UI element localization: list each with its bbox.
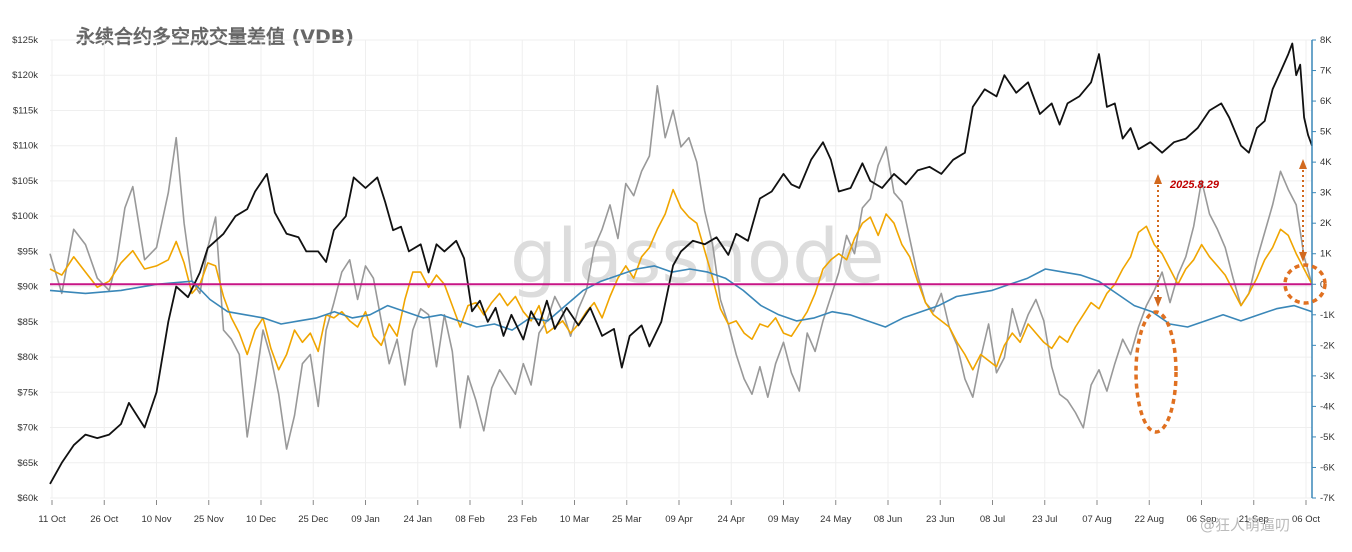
left-tick-label: $105k <box>12 176 38 187</box>
x-tick-label: 06 Sep <box>1186 514 1216 525</box>
right-tick-label: 6K <box>1320 96 1332 107</box>
x-tick-label: 25 Mar <box>612 514 642 525</box>
x-tick-label: 07 Aug <box>1082 514 1112 525</box>
x-tick-label: 23 Feb <box>507 514 537 525</box>
left-tick-label: $95k <box>17 246 38 257</box>
grid-lines <box>50 39 1312 499</box>
right-tick-label: -6K <box>1320 462 1335 473</box>
x-tick-label: 25 Nov <box>194 514 224 525</box>
left-tick-label: $85k <box>17 317 38 328</box>
x-tick-label: 09 May <box>768 514 799 525</box>
right-tick-label: 7K <box>1320 66 1332 77</box>
x-tick-label: 23 Jun <box>926 514 955 525</box>
x-axis: 11 Oct 26 Oct 10 Nov 25 Nov 10 Dec 25 Dec 09 J… <box>38 500 1320 525</box>
annotation-date: 2025.8.29 <box>1169 179 1220 191</box>
right-tick-label: -7K <box>1320 493 1335 504</box>
left-y-axis: $60k $65k $70k $75k $80k $85k $90k $95k $100k $10… <box>12 35 38 504</box>
right-tick-label: 0 <box>1320 279 1325 290</box>
price-line <box>49 42 1313 485</box>
left-tick-label: $100k <box>12 211 38 222</box>
chart-title: 永续合约多空成交量差值 (VDB) <box>76 26 354 48</box>
arrow-head-down-left <box>1154 297 1162 307</box>
right-tick-label: -5K <box>1320 432 1335 443</box>
left-tick-label: $115k <box>13 105 38 116</box>
right-tick-label: -3K <box>1320 371 1335 382</box>
x-tick-label: 09 Jan <box>351 514 380 525</box>
x-tick-label: 24 Jan <box>403 514 432 525</box>
left-tick-label: $125k <box>12 35 38 46</box>
x-tick-label: 24 Apr <box>718 514 745 525</box>
arrow-head-up-left <box>1154 174 1162 184</box>
left-tick-label: $75k <box>17 387 38 398</box>
right-tick-label: 4K <box>1320 157 1332 168</box>
highlight-ellipse-aug <box>1134 310 1178 434</box>
watermark: glassnode <box>510 214 885 300</box>
orange-vdb-line <box>49 188 1313 371</box>
x-tick-label: 22 Aug <box>1134 514 1164 525</box>
x-tick-label: 10 Dec <box>246 514 276 525</box>
blue-vdb-line <box>49 265 1313 331</box>
grey-vdb-line <box>49 85 1313 450</box>
x-tick-label: 08 Jun <box>874 514 903 525</box>
right-y-axis: -7K -6K -5K -4K -3K -2K -1K 0 1K 2K 3K 4K 5K 6K 7K 8K <box>1311 35 1335 504</box>
right-tick-label: -4K <box>1320 401 1335 412</box>
left-tick-label: $80k <box>17 352 38 363</box>
left-tick-label: $70k <box>17 423 38 434</box>
highlight-ellipse-oct <box>1283 263 1327 305</box>
arrow-head-up-right <box>1299 159 1307 169</box>
left-tick-label: $90k <box>17 282 38 293</box>
x-tick-label: 11 Oct <box>38 514 66 525</box>
series-group <box>49 42 1313 485</box>
x-tick-label: 08 Jul <box>980 514 1005 525</box>
right-tick-label: 1K <box>1320 249 1332 260</box>
left-tick-label: $110k <box>13 141 38 152</box>
x-tick-label: 26 Oct <box>90 514 118 525</box>
x-tick-label: 23 Jul <box>1032 514 1057 525</box>
arrow-head-down-right <box>1299 252 1307 262</box>
right-tick-label: 8K <box>1320 35 1332 46</box>
right-tick-label: -1K <box>1320 310 1335 321</box>
right-tick-label: 2K <box>1320 218 1332 229</box>
left-tick-label: $120k <box>12 70 38 81</box>
x-tick-label: 08 Feb <box>455 514 485 525</box>
right-tick-label: 5K <box>1320 127 1332 138</box>
right-tick-label: 3K <box>1320 188 1332 199</box>
right-tick-label: -2K <box>1320 340 1335 351</box>
left-tick-label: $65k <box>17 458 38 469</box>
x-tick-label: 06 Oct <box>1292 514 1320 525</box>
x-tick-label: 24 May <box>820 514 851 525</box>
left-tick-label: $60k <box>17 493 38 504</box>
x-tick-label: 10 Mar <box>560 514 590 525</box>
x-tick-label: 09 Apr <box>665 514 692 525</box>
x-tick-label: 21 Sep <box>1239 514 1269 525</box>
annotations: 2025.8.29 <box>1134 159 1327 434</box>
x-tick-label: 10 Nov <box>141 514 171 525</box>
footer-watermark: @狂人萌逼叨 <box>1200 516 1290 534</box>
x-tick-label: 25 Dec <box>298 514 328 525</box>
